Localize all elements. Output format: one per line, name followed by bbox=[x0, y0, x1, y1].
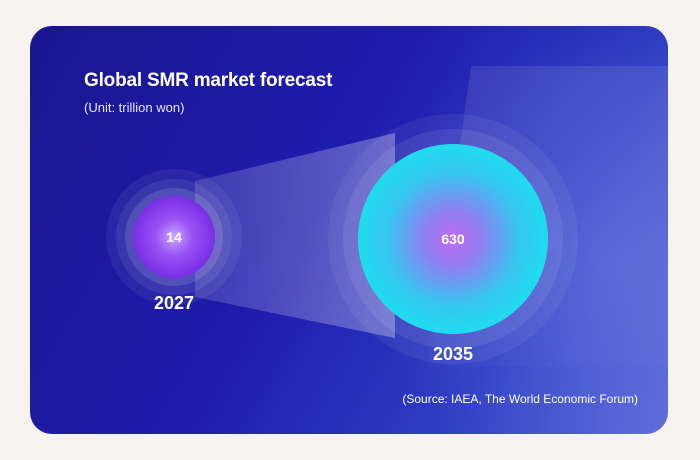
bubble-2035: 630 2035 bbox=[328, 114, 578, 364]
bubble-2027-year-label: 2027 bbox=[154, 293, 194, 313]
bubble-2035-year-label: 2035 bbox=[433, 344, 473, 364]
chart-subtitle: (Unit: trillion won) bbox=[84, 100, 185, 115]
bubble-2027: 14 2027 bbox=[106, 169, 242, 313]
bubble-2027-mark bbox=[133, 196, 215, 278]
bubble-2035-value-label: 630 bbox=[441, 231, 465, 247]
bubble-2035-mark bbox=[358, 144, 548, 334]
connection-beam bbox=[195, 133, 395, 338]
bubble-chart: 14 2027 630 2035 bbox=[106, 114, 578, 364]
bubble-2027-value-label: 14 bbox=[166, 229, 182, 245]
chart-card: Global SMR market forecast (Unit: trilli… bbox=[30, 26, 668, 434]
source-note: (Source: IAEA, The World Economic Forum) bbox=[402, 392, 638, 406]
chart-title: Global SMR market forecast bbox=[84, 70, 333, 91]
